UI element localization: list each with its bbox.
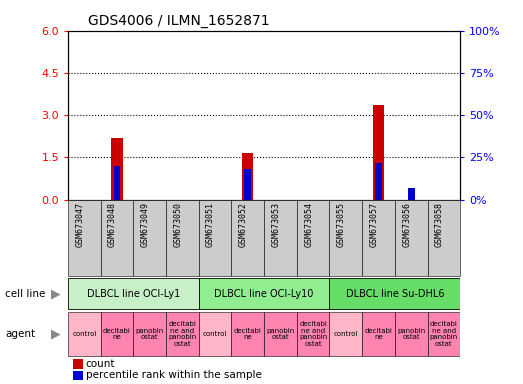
Text: ▶: ▶ <box>51 328 60 341</box>
Text: DLBCL line Su-DHL6: DLBCL line Su-DHL6 <box>346 289 444 299</box>
Text: GSM673058: GSM673058 <box>435 202 444 247</box>
Bar <box>395 200 428 276</box>
Bar <box>68 278 199 310</box>
Bar <box>133 200 166 276</box>
Text: GSM673048: GSM673048 <box>108 202 117 247</box>
Text: GSM673056: GSM673056 <box>402 202 411 247</box>
Bar <box>231 312 264 356</box>
Text: GSM673053: GSM673053 <box>271 202 280 247</box>
Bar <box>199 200 231 276</box>
Bar <box>428 312 460 356</box>
Text: panobin
ostat: panobin ostat <box>397 328 425 340</box>
Text: control: control <box>72 331 97 337</box>
Bar <box>297 312 329 356</box>
Bar <box>297 200 329 276</box>
Text: panobin
ostat: panobin ostat <box>135 328 164 340</box>
Bar <box>373 105 384 200</box>
Bar <box>242 153 254 200</box>
Bar <box>244 169 251 200</box>
Text: GSM673054: GSM673054 <box>304 202 313 247</box>
Bar <box>408 188 415 200</box>
Bar <box>199 278 329 310</box>
Text: DLBCL line OCI-Ly10: DLBCL line OCI-Ly10 <box>214 289 314 299</box>
Text: cell line: cell line <box>5 289 46 299</box>
Text: agent: agent <box>5 329 36 339</box>
Bar <box>375 162 382 200</box>
Bar <box>166 200 199 276</box>
Text: percentile rank within the sample: percentile rank within the sample <box>86 370 262 380</box>
Bar <box>68 312 100 356</box>
Text: GSM673052: GSM673052 <box>239 202 248 247</box>
Bar <box>133 312 166 356</box>
Bar <box>113 166 120 200</box>
Bar <box>329 200 362 276</box>
Bar <box>100 200 133 276</box>
Bar <box>199 312 231 356</box>
Bar <box>111 138 123 200</box>
Bar <box>362 312 395 356</box>
Text: GSM673057: GSM673057 <box>370 202 379 247</box>
Bar <box>100 312 133 356</box>
Text: control: control <box>334 331 358 337</box>
Bar <box>329 278 460 310</box>
Text: ▶: ▶ <box>51 287 60 300</box>
Bar <box>264 312 297 356</box>
Text: panobin
ostat: panobin ostat <box>266 328 294 340</box>
Text: GSM673055: GSM673055 <box>337 202 346 247</box>
Text: GDS4006 / ILMN_1652871: GDS4006 / ILMN_1652871 <box>88 14 269 28</box>
Bar <box>166 312 199 356</box>
Bar <box>395 312 428 356</box>
Text: decitabi
ne: decitabi ne <box>234 328 262 340</box>
Text: control: control <box>203 331 228 337</box>
Bar <box>362 200 395 276</box>
Bar <box>68 200 100 276</box>
Text: GSM673051: GSM673051 <box>206 202 215 247</box>
Bar <box>329 312 362 356</box>
Text: GSM673050: GSM673050 <box>174 202 183 247</box>
Text: decitabi
ne and
panobin
ostat: decitabi ne and panobin ostat <box>168 321 197 347</box>
Bar <box>231 200 264 276</box>
Text: DLBCL line OCI-Ly1: DLBCL line OCI-Ly1 <box>87 289 180 299</box>
Bar <box>428 200 460 276</box>
Text: decitabi
ne: decitabi ne <box>103 328 131 340</box>
Text: GSM673047: GSM673047 <box>75 202 84 247</box>
Text: decitabi
ne and
panobin
ostat: decitabi ne and panobin ostat <box>299 321 327 347</box>
Text: count: count <box>86 359 115 369</box>
Text: GSM673049: GSM673049 <box>141 202 150 247</box>
Bar <box>264 200 297 276</box>
Text: decitabi
ne and
panobin
ostat: decitabi ne and panobin ostat <box>430 321 458 347</box>
Text: decitabi
ne: decitabi ne <box>365 328 392 340</box>
